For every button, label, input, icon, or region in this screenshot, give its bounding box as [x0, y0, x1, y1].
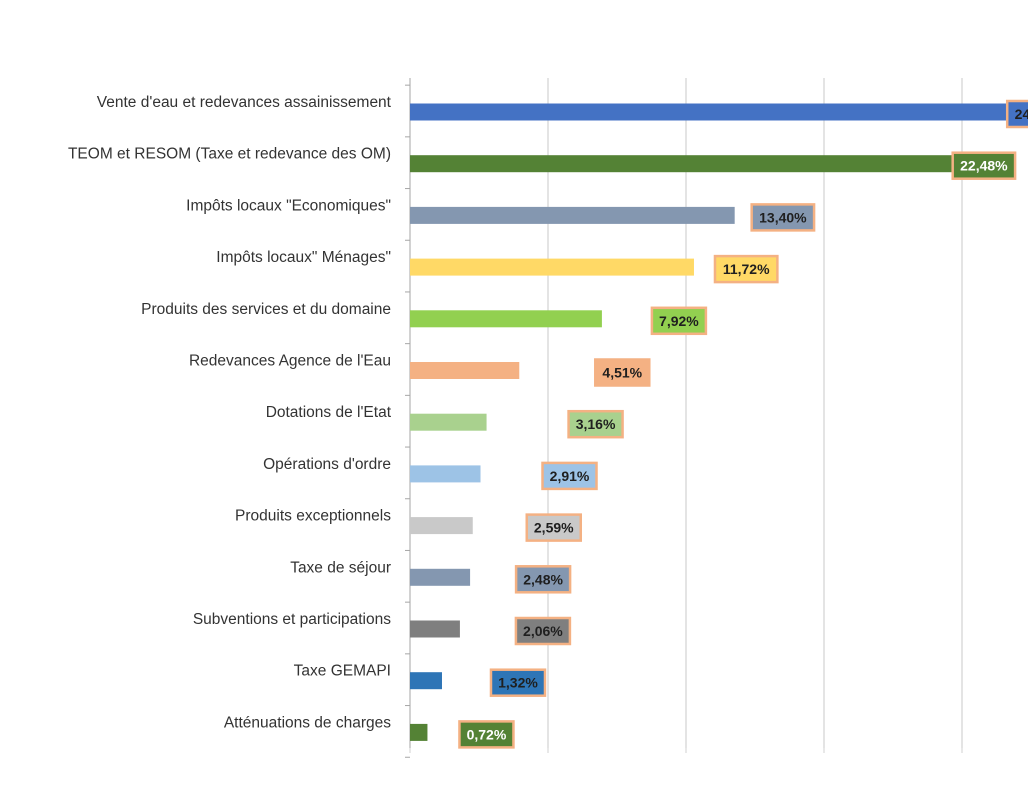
data-label: 22,48%	[960, 158, 1008, 174]
bar	[410, 258, 694, 276]
bar	[410, 155, 955, 173]
data-label: 2,06%	[523, 623, 563, 639]
category-label: TEOM et RESOM (Taxe et redevance des OM)	[68, 146, 391, 163]
bar	[410, 465, 481, 483]
bar	[410, 568, 471, 586]
category-label: Opérations d'ordre	[263, 456, 391, 473]
category-label: Taxe de séjour	[290, 559, 391, 576]
data-label-box	[525, 513, 583, 542]
bar	[410, 362, 520, 379]
bar	[410, 206, 735, 224]
data-label-box	[951, 151, 1017, 180]
data-label: 13,40%	[759, 209, 807, 225]
bar	[410, 672, 442, 690]
data-label-box	[1005, 99, 1028, 129]
category-label: Vente d'eau et redevances assainissement	[97, 94, 392, 111]
category-label: Redevances Agence de l'Eau	[189, 353, 391, 370]
data-label: 2,59%	[534, 520, 574, 536]
data-label: 4,51%	[602, 365, 642, 381]
bar	[410, 723, 428, 741]
category-label: Subventions et participations	[193, 611, 391, 628]
data-label: 2,91%	[550, 468, 590, 484]
category-label: Taxe GEMAPI	[294, 663, 391, 680]
data-label-box	[750, 203, 816, 232]
bar	[410, 517, 473, 535]
category-label: Produits des services et du domaine	[141, 301, 391, 318]
data-label-box	[514, 616, 572, 646]
category-label: Impôts locaux" Ménages"	[216, 249, 391, 266]
data-label-box	[713, 254, 779, 284]
data-label: 1,32%	[498, 675, 538, 691]
data-label-box	[489, 668, 547, 697]
data-label: 24,73%	[1015, 106, 1028, 122]
data-label-box	[514, 565, 572, 594]
data-label-box	[650, 306, 708, 336]
data-label: 11,72%	[723, 261, 770, 277]
bar	[410, 103, 1010, 121]
bar	[410, 413, 487, 431]
data-label-box	[567, 409, 624, 439]
data-label: 2,48%	[523, 571, 563, 587]
bar	[410, 620, 460, 638]
category-label: Produits exceptionnels	[235, 508, 391, 525]
data-label-box	[541, 461, 598, 491]
data-label: 7,92%	[659, 313, 699, 329]
bar	[410, 310, 602, 328]
data-label: 3,16%	[576, 416, 616, 432]
data-label-box	[594, 358, 651, 387]
category-label: Impôts locaux "Economiques"	[186, 197, 391, 214]
category-label: Dotations de l'Etat	[266, 404, 392, 421]
data-label: 0,72%	[467, 726, 507, 742]
data-label-box	[458, 720, 515, 749]
category-label: Atténuations de charges	[224, 714, 391, 731]
